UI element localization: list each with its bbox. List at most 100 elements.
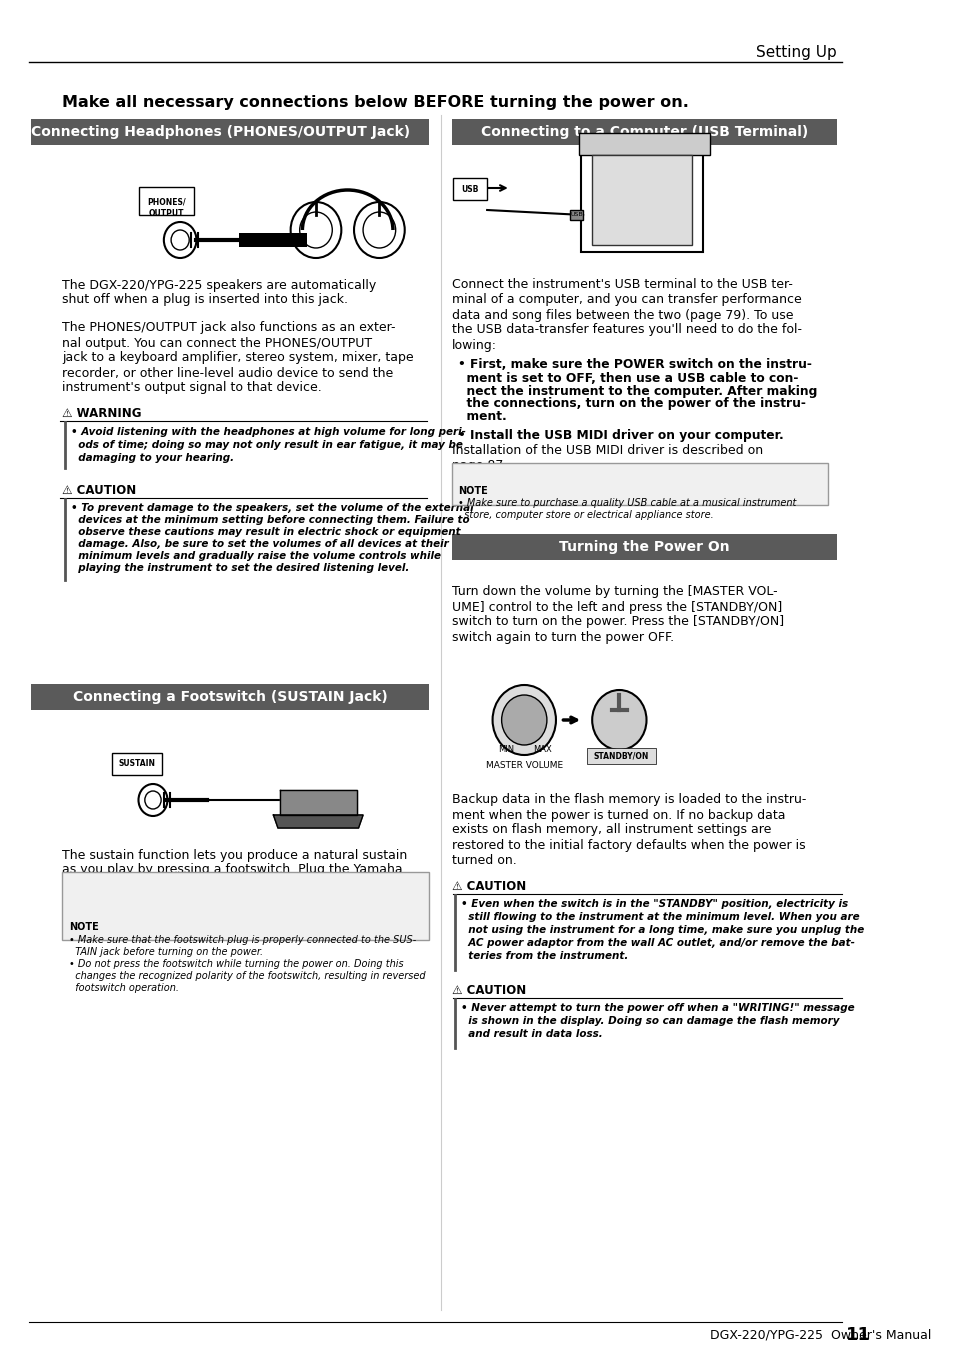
Text: NOTE: NOTE [69, 921, 98, 932]
Text: MAX: MAX [533, 746, 551, 754]
Text: turned on.: turned on. [452, 854, 516, 866]
Text: • Avoid listening with the headphones at high volume for long peri-: • Avoid listening with the headphones at… [71, 427, 466, 436]
Text: changes the recognized polarity of the footswitch, resulting in reversed: changes the recognized polarity of the f… [69, 971, 425, 981]
FancyBboxPatch shape [586, 748, 656, 765]
Text: ment when the power is turned on. If no backup data: ment when the power is turned on. If no … [452, 808, 784, 821]
FancyBboxPatch shape [62, 871, 429, 940]
Text: Connect the instrument's USB terminal to the USB ter-: Connect the instrument's USB terminal to… [452, 278, 792, 292]
Text: STANDBY/ON: STANDBY/ON [593, 751, 648, 761]
Text: The DGX-220/YPG-225 speakers are automatically: The DGX-220/YPG-225 speakers are automat… [62, 278, 376, 292]
Text: ment is set to OFF, then use a USB cable to con-: ment is set to OFF, then use a USB cable… [457, 372, 798, 385]
FancyBboxPatch shape [592, 155, 691, 245]
FancyBboxPatch shape [452, 463, 827, 505]
Text: Connecting a Footswitch (SUSTAIN Jack): Connecting a Footswitch (SUSTAIN Jack) [72, 690, 387, 704]
Text: is shown in the display. Doing so can damage the flash memory: is shown in the display. Doing so can da… [460, 1016, 839, 1025]
Text: Turn down the volume by turning the [MASTER VOL-: Turn down the volume by turning the [MAS… [452, 585, 777, 598]
FancyBboxPatch shape [139, 186, 193, 215]
FancyBboxPatch shape [580, 138, 702, 253]
Text: lowing:: lowing: [452, 339, 497, 351]
FancyBboxPatch shape [30, 684, 429, 711]
Text: • Never attempt to turn the power off when a "WRITING!" message: • Never attempt to turn the power off wh… [460, 1002, 854, 1013]
Circle shape [592, 690, 646, 750]
Text: minimum levels and gradually raise the volume controls while: minimum levels and gradually raise the v… [71, 551, 441, 561]
Text: damaging to your hearing.: damaging to your hearing. [71, 453, 234, 463]
Text: Setting Up: Setting Up [755, 45, 836, 59]
Text: DGX-220/YPG-225  Owner's Manual: DGX-220/YPG-225 Owner's Manual [709, 1328, 930, 1342]
Circle shape [501, 694, 546, 744]
FancyBboxPatch shape [112, 753, 162, 775]
FancyBboxPatch shape [239, 232, 307, 247]
Text: teries from the instrument.: teries from the instrument. [460, 951, 628, 961]
Text: • Install the USB MIDI driver on your computer.: • Install the USB MIDI driver on your co… [457, 428, 783, 442]
Circle shape [492, 685, 556, 755]
Text: Connecting to a Computer (USB Terminal): Connecting to a Computer (USB Terminal) [480, 126, 807, 139]
Polygon shape [274, 815, 363, 828]
FancyBboxPatch shape [452, 534, 836, 561]
FancyBboxPatch shape [30, 119, 429, 145]
Text: ods of time; doing so may not only result in ear fatigue, it may be: ods of time; doing so may not only resul… [71, 440, 463, 450]
Text: • Even when the switch is in the "STANDBY" position, electricity is: • Even when the switch is in the "STANDB… [460, 898, 847, 909]
Text: TAIN jack before turning on the power.: TAIN jack before turning on the power. [69, 947, 263, 957]
Text: The PHONES/OUTPUT jack also functions as an exter-: The PHONES/OUTPUT jack also functions as… [62, 322, 395, 335]
Text: nal output. You can connect the PHONES/OUTPUT: nal output. You can connect the PHONES/O… [62, 336, 373, 350]
Text: the connections, turn on the power of the instru-: the connections, turn on the power of th… [457, 397, 805, 411]
Text: the USB data-transfer features you'll need to do the fol-: the USB data-transfer features you'll ne… [452, 323, 801, 336]
Text: as you play by pressing a footswitch. Plug the Yamaha: as you play by pressing a footswitch. Pl… [62, 863, 402, 877]
Text: SUSTAIN: SUSTAIN [118, 759, 155, 769]
Text: page 87.: page 87. [452, 458, 507, 471]
Text: exists on flash memory, all instrument settings are: exists on flash memory, all instrument s… [452, 824, 770, 836]
Text: store, computer store or electrical appliance store.: store, computer store or electrical appl… [457, 509, 713, 520]
Text: ⚠ CAUTION: ⚠ CAUTION [62, 484, 136, 497]
Text: nect the instrument to the computer. After making: nect the instrument to the computer. Aft… [457, 385, 817, 397]
Text: observe these cautions may result in electric shock or equipment: observe these cautions may result in ele… [71, 527, 460, 536]
Text: FC4 or FC5 footswitch into this jack and use it to switch: FC4 or FC5 footswitch into this jack and… [62, 878, 410, 892]
Text: switch again to turn the power OFF.: switch again to turn the power OFF. [452, 631, 673, 643]
Text: NOTE: NOTE [457, 486, 487, 496]
Text: MASTER VOLUME: MASTER VOLUME [485, 762, 562, 770]
FancyBboxPatch shape [569, 209, 582, 220]
Text: not using the instrument for a long time, make sure you unplug the: not using the instrument for a long time… [460, 925, 863, 935]
Text: sustain on and off.: sustain on and off. [62, 893, 178, 907]
Text: still flowing to the instrument at the minimum level. When you are: still flowing to the instrument at the m… [460, 912, 859, 921]
Text: Installation of the USB MIDI driver is described on: Installation of the USB MIDI driver is d… [452, 443, 762, 457]
Text: • Do not press the footswitch while turning the power on. Doing this: • Do not press the footswitch while turn… [69, 959, 403, 969]
Text: data and song files between the two (page 79). To use: data and song files between the two (pag… [452, 308, 793, 322]
Text: minal of a computer, and you can transfer performance: minal of a computer, and you can transfe… [452, 293, 801, 307]
Text: switch to turn on the power. Press the [STANDBY/ON]: switch to turn on the power. Press the [… [452, 616, 783, 628]
Text: jack to a keyboard amplifier, stereo system, mixer, tape: jack to a keyboard amplifier, stereo sys… [62, 351, 414, 365]
FancyBboxPatch shape [578, 132, 709, 155]
Text: Backup data in the flash memory is loaded to the instru-: Backup data in the flash memory is loade… [452, 793, 805, 807]
Text: restored to the initial factory defaults when the power is: restored to the initial factory defaults… [452, 839, 804, 851]
Text: shut off when a plug is inserted into this jack.: shut off when a plug is inserted into th… [62, 293, 348, 307]
Text: devices at the minimum setting before connecting them. Failure to: devices at the minimum setting before co… [71, 515, 470, 526]
Text: damage. Also, be sure to set the volumes of all devices at their: damage. Also, be sure to set the volumes… [71, 539, 449, 549]
Text: ment.: ment. [457, 411, 506, 423]
Text: OUTPUT: OUTPUT [149, 208, 184, 218]
Text: AC power adaptor from the wall AC outlet, and/or remove the bat-: AC power adaptor from the wall AC outlet… [460, 938, 854, 948]
FancyBboxPatch shape [452, 119, 836, 145]
Text: 11: 11 [845, 1325, 870, 1344]
Text: • First, make sure the POWER switch on the instru-: • First, make sure the POWER switch on t… [457, 358, 811, 372]
Polygon shape [279, 790, 356, 815]
Text: Connecting Headphones (PHONES/OUTPUT Jack): Connecting Headphones (PHONES/OUTPUT Jac… [31, 126, 410, 139]
Text: USB: USB [460, 185, 478, 193]
Text: USB: USB [570, 212, 582, 218]
Text: • Make sure to purchase a quality USB cable at a musical instrument: • Make sure to purchase a quality USB ca… [457, 499, 796, 508]
Text: • Make sure that the footswitch plug is properly connected to the SUS-: • Make sure that the footswitch plug is … [69, 935, 416, 944]
Text: instrument's output signal to that device.: instrument's output signal to that devic… [62, 381, 322, 394]
Text: Turning the Power On: Turning the Power On [558, 540, 729, 554]
Text: ⚠ WARNING: ⚠ WARNING [62, 407, 142, 420]
Text: and result in data loss.: and result in data loss. [460, 1029, 602, 1039]
Text: The sustain function lets you produce a natural sustain: The sustain function lets you produce a … [62, 848, 407, 862]
Text: footswitch operation.: footswitch operation. [69, 984, 178, 993]
Text: Make all necessary connections below BEFORE turning the power on.: Make all necessary connections below BEF… [62, 95, 689, 109]
Text: playing the instrument to set the desired listening level.: playing the instrument to set the desire… [71, 563, 410, 573]
Text: MIN: MIN [497, 746, 514, 754]
Text: UME] control to the left and press the [STANDBY/ON]: UME] control to the left and press the [… [452, 600, 781, 613]
Text: ⚠ CAUTION: ⚠ CAUTION [452, 880, 525, 893]
Text: • To prevent damage to the speakers, set the volume of the external: • To prevent damage to the speakers, set… [71, 503, 474, 513]
Text: ⚠ CAUTION: ⚠ CAUTION [452, 984, 525, 997]
Text: recorder, or other line-level audio device to send the: recorder, or other line-level audio devi… [62, 366, 394, 380]
FancyBboxPatch shape [453, 178, 487, 200]
Text: PHONES/: PHONES/ [147, 197, 186, 207]
